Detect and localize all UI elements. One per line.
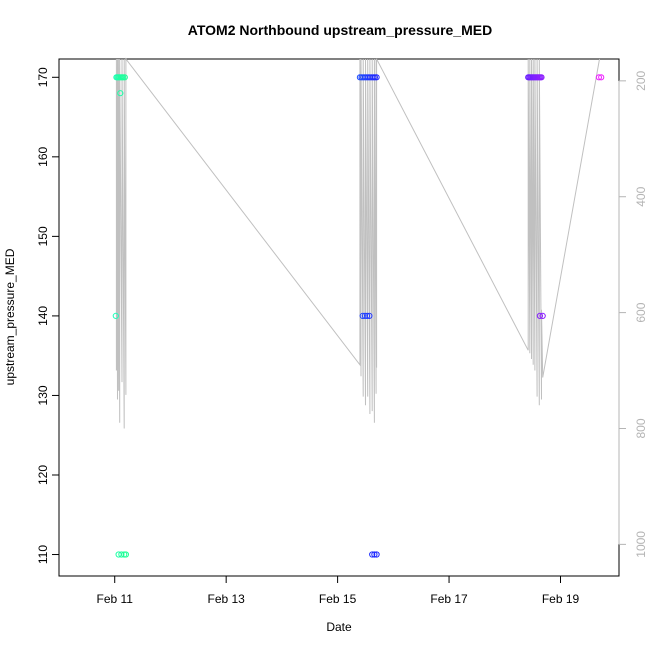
- chart-title: ATOM2 Northbound upstream_pressure_MED: [188, 22, 492, 38]
- y2-tick-label: 200: [634, 71, 648, 91]
- data-point: [539, 312, 546, 319]
- y-tick-label: 120: [36, 465, 50, 485]
- y2-tick-label: 600: [634, 302, 648, 322]
- series-line: [115, 57, 600, 429]
- data-point: [112, 312, 119, 319]
- y-axis: 110 120 130 140 150 160 170: [36, 67, 60, 564]
- data-point: [373, 74, 380, 81]
- data-point: [364, 312, 371, 319]
- y-tick-label: 170: [36, 67, 50, 87]
- y-axis-label: upstream_pressure_MED: [3, 248, 17, 385]
- x-axis: Feb 11 Feb 13 Feb 15 Feb 17 Feb 19: [96, 575, 580, 606]
- x-tick-label: Feb 19: [542, 592, 580, 606]
- data-point: [118, 551, 125, 558]
- data-point: [117, 90, 124, 97]
- data-point: [538, 74, 545, 81]
- data-point: [122, 551, 130, 558]
- data-point: [359, 312, 366, 319]
- data-point: [598, 74, 605, 81]
- data-point: [536, 312, 544, 319]
- y-tick-label: 140: [36, 306, 50, 326]
- data-point: [369, 551, 376, 558]
- y2-axis: 200 400 600 800 1000: [618, 71, 648, 558]
- x-tick-label: Feb 15: [319, 592, 357, 606]
- data-point: [371, 551, 378, 558]
- x-tick-label: Feb 11: [96, 592, 133, 606]
- data-point: [373, 551, 380, 558]
- line-series: [115, 57, 600, 429]
- data-point: [595, 74, 603, 81]
- y2-tick-label: 800: [634, 418, 648, 438]
- data-point: [121, 551, 128, 558]
- data-point: [120, 74, 127, 81]
- y-tick-label: 130: [36, 385, 50, 405]
- data-point: [371, 74, 378, 81]
- y-tick-label: 110: [36, 545, 50, 564]
- y-tick-label: 150: [36, 226, 50, 246]
- point-series: [112, 74, 605, 558]
- x-axis-label: Date: [326, 620, 352, 634]
- x-tick-label: Feb 17: [430, 592, 468, 606]
- y2-tick-label: 1000: [634, 531, 648, 558]
- data-point: [366, 312, 373, 319]
- data-point: [361, 312, 368, 319]
- y-tick-label: 160: [36, 147, 50, 167]
- x-tick-label: Feb 13: [207, 592, 245, 606]
- data-point: [121, 74, 128, 81]
- y2-tick-label: 400: [634, 186, 648, 206]
